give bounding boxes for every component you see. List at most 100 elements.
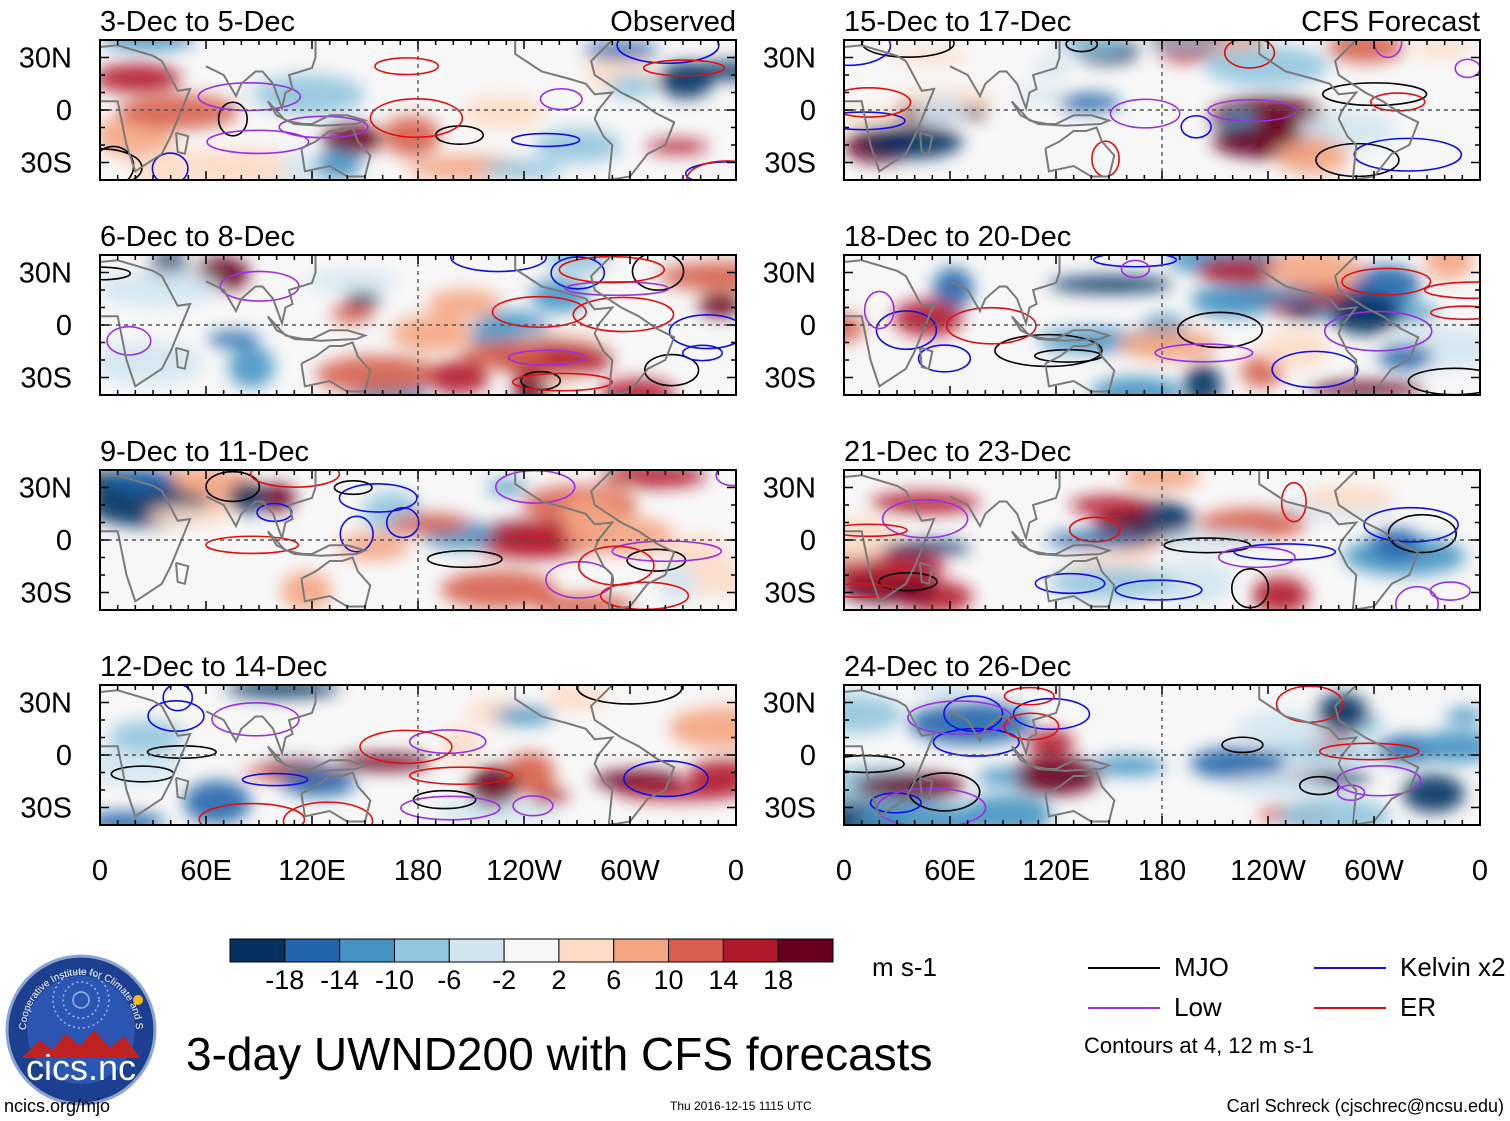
anomaly-blob bbox=[1091, 376, 1182, 395]
panel-period: 6-Dec to 8-Dec bbox=[100, 221, 295, 253]
lat-label: 0 bbox=[56, 310, 72, 342]
contours bbox=[110, 685, 709, 825]
anomaly-blob bbox=[1013, 87, 1068, 102]
contour-er bbox=[1423, 281, 1480, 300]
anomaly-blob bbox=[1262, 328, 1330, 370]
contour-er bbox=[1223, 40, 1276, 69]
anomaly-field bbox=[844, 40, 1472, 175]
lon-label: 180 bbox=[1138, 855, 1186, 887]
anomaly-blob bbox=[441, 726, 480, 767]
anomaly-blob bbox=[1261, 743, 1382, 762]
anomaly-blob bbox=[493, 706, 555, 726]
anomaly-blob bbox=[1196, 257, 1279, 285]
anomaly-blob bbox=[100, 811, 165, 825]
lat-label: 0 bbox=[800, 740, 816, 772]
anomaly-blob bbox=[183, 780, 251, 825]
anomaly-blob bbox=[584, 41, 658, 61]
contour-mjo bbox=[217, 101, 248, 137]
footer-url[interactable]: ncics.org/mjo bbox=[4, 1096, 111, 1116]
contour-low bbox=[1336, 765, 1422, 797]
landmass-outline bbox=[919, 346, 934, 371]
landmass-outline bbox=[514, 685, 676, 825]
anomaly-blob bbox=[1203, 45, 1330, 87]
anomaly-blob bbox=[1417, 729, 1480, 764]
anomaly-blob bbox=[607, 75, 658, 98]
landmass-outline bbox=[949, 685, 1061, 757]
colorbar-label: 2 bbox=[551, 965, 566, 995]
anomaly-blob bbox=[225, 685, 339, 698]
anomaly-blob bbox=[1252, 576, 1309, 610]
lon-label: 60W bbox=[1344, 855, 1404, 887]
anomaly-blob bbox=[561, 495, 621, 528]
contour-kelvin-x2 bbox=[875, 310, 938, 351]
anomaly-blob bbox=[854, 802, 981, 825]
contour-kelvin-x2 bbox=[339, 515, 374, 553]
anomaly-blob bbox=[1093, 755, 1166, 776]
landmass-outline bbox=[300, 126, 372, 178]
contour-er bbox=[844, 523, 908, 538]
contour-mjo bbox=[643, 353, 700, 387]
lon-label: 60E bbox=[924, 855, 976, 887]
anomaly-blob bbox=[893, 48, 967, 65]
anomaly-field bbox=[844, 470, 1466, 610]
lat-label: 30N bbox=[763, 258, 816, 290]
panel-period: 18-Dec to 20-Dec bbox=[844, 221, 1071, 253]
anomaly-blob bbox=[599, 470, 707, 488]
contour-low bbox=[715, 470, 736, 487]
lon-label: 0 bbox=[1472, 855, 1488, 887]
anomaly-blob bbox=[1155, 531, 1267, 552]
lon-label: 0 bbox=[836, 855, 852, 887]
panel-period: 3-Dec to 5-Dec bbox=[100, 6, 295, 38]
contour-kelvin-x2 bbox=[1180, 114, 1212, 139]
landmass-outline bbox=[300, 341, 372, 393]
anomaly-blob bbox=[908, 701, 1034, 746]
anomaly-blob bbox=[1141, 40, 1230, 50]
contour-er bbox=[359, 729, 453, 765]
anomaly-blob bbox=[1316, 693, 1369, 732]
contour-mjo bbox=[1177, 311, 1263, 349]
lon-label: 120W bbox=[1230, 855, 1306, 887]
anomaly-blob bbox=[1276, 137, 1350, 175]
legend-low-label: Low bbox=[1174, 992, 1222, 1022]
anomaly-blob bbox=[1266, 255, 1365, 288]
longitude-axes: 0 60E 120E 180 120W 60W 0 0 60E 120E 180 120W 60W 0 bbox=[92, 855, 1488, 887]
contour-kelvin-x2 bbox=[1012, 697, 1091, 731]
figure-title: 3-day UWND200 with CFS forecasts bbox=[186, 1028, 933, 1080]
anomaly-blob bbox=[698, 292, 736, 318]
colorbar-label: -10 bbox=[375, 965, 414, 995]
colorbar-label: 14 bbox=[708, 965, 738, 995]
anomaly-blob bbox=[100, 269, 219, 307]
anomaly-blob bbox=[228, 481, 267, 514]
coastlines bbox=[100, 470, 676, 610]
landmass-outline bbox=[919, 131, 934, 156]
landmass-outline bbox=[205, 40, 317, 112]
lat-label: 30S bbox=[20, 363, 72, 395]
landmass-outline bbox=[266, 315, 369, 342]
coastlines bbox=[100, 685, 676, 825]
contour-er bbox=[374, 57, 440, 76]
legend-kelvin: Kelvin x2 bbox=[1314, 952, 1506, 983]
coastlines bbox=[100, 255, 676, 395]
contour-kelvin-x2 bbox=[1363, 506, 1459, 543]
contour-kelvin-x2 bbox=[932, 727, 1020, 757]
contour-mjo bbox=[1387, 513, 1457, 554]
contour-kelvin-x2 bbox=[1271, 350, 1359, 389]
panel-period: 15-Dec to 17-Dec bbox=[844, 6, 1071, 38]
anomaly-blob bbox=[467, 765, 519, 807]
legend-kelvin-label: Kelvin x2 bbox=[1400, 952, 1506, 982]
lat-label: 30N bbox=[19, 688, 72, 720]
contour-low bbox=[1429, 581, 1471, 601]
colorbar-label: -2 bbox=[492, 965, 516, 995]
coastlines bbox=[844, 470, 1420, 610]
lat-label: 30N bbox=[763, 43, 816, 75]
contours bbox=[100, 40, 736, 180]
contour-er bbox=[491, 295, 587, 328]
landmass-outline bbox=[100, 474, 192, 603]
anomaly-blob bbox=[117, 94, 239, 130]
lat-label: 30S bbox=[764, 578, 816, 610]
anomaly-blob bbox=[108, 720, 185, 754]
anomaly-blob bbox=[149, 504, 231, 526]
contour-mjo bbox=[994, 333, 1103, 368]
contour-er bbox=[572, 296, 675, 333]
